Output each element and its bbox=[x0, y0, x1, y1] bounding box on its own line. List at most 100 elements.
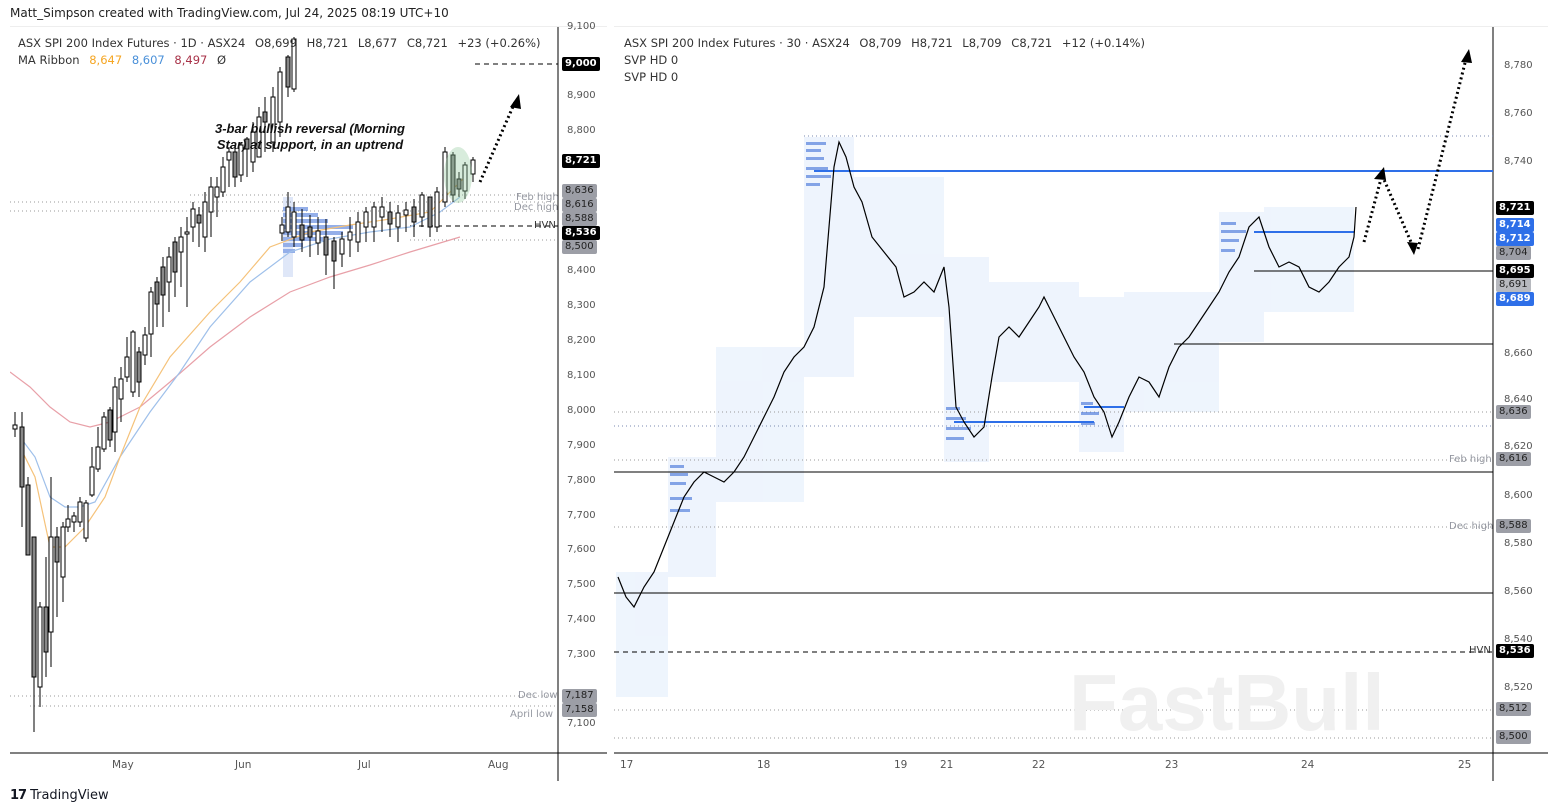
ma-ribbon-label[interactable]: MA Ribbon bbox=[18, 53, 80, 67]
ma-value-3: 8,497 bbox=[174, 53, 208, 67]
price-tag: 8,512 bbox=[1496, 702, 1531, 716]
y-tick: 7,600 bbox=[567, 544, 596, 555]
level-label-feb-high: Feb high bbox=[1449, 454, 1492, 465]
y-tick: 8,000 bbox=[567, 405, 596, 416]
price-tag-april-low: 7,158 bbox=[562, 703, 597, 717]
level-label-hvn: HVN bbox=[534, 220, 556, 231]
price-tag: 8,500 bbox=[1496, 730, 1531, 744]
x-tick: Jun bbox=[235, 759, 252, 771]
daily-open: O8,699 bbox=[254, 36, 297, 50]
price-tag: 8,704 bbox=[1496, 246, 1531, 260]
daily-chart-panel[interactable]: ASX SPI 200 Index Futures · 1D · ASX24 O… bbox=[10, 21, 607, 781]
price-tag: 8,616 bbox=[562, 198, 597, 212]
daily-symbol: ASX SPI 200 Index Futures · 1D · ASX24 bbox=[18, 36, 246, 50]
daily-legend: ASX SPI 200 Index Futures · 1D · ASX24 O… bbox=[18, 35, 541, 69]
price-tag-dec-high: 8,588 bbox=[1496, 519, 1531, 533]
intraday-high: H8,721 bbox=[911, 36, 953, 50]
price-tag: 8,695 bbox=[1496, 264, 1534, 278]
price-tag-last: 8,721 bbox=[562, 154, 600, 168]
x-tick: 21 bbox=[940, 759, 954, 771]
price-tag: 8,714 bbox=[1496, 218, 1534, 232]
daily-high: H8,721 bbox=[306, 36, 349, 50]
y-tick: 7,800 bbox=[567, 475, 596, 486]
chart-credit: Matt_Simpson created with TradingView.co… bbox=[10, 6, 449, 20]
level-label-dec-high: Dec high bbox=[1449, 521, 1494, 532]
tradingview-brand: TradingView bbox=[30, 788, 109, 803]
y-tick: 8,760 bbox=[1504, 108, 1533, 119]
y-tick: 8,300 bbox=[567, 300, 596, 311]
daily-close: C8,721 bbox=[406, 36, 448, 50]
intraday-change: +12 (+0.14%) bbox=[1061, 36, 1145, 50]
price-tag-feb-high: 8,616 bbox=[1496, 452, 1531, 466]
y-tick: 8,640 bbox=[1504, 394, 1533, 405]
price-tag-last: 8,721 bbox=[1496, 201, 1534, 215]
level-label-dec-low: Dec low bbox=[518, 690, 558, 701]
price-tag-hvn: 8,536 bbox=[562, 226, 600, 240]
level-label-feb-high: Feb high bbox=[516, 192, 559, 203]
y-tick: 8,660 bbox=[1504, 348, 1533, 359]
y-tick: 8,400 bbox=[567, 265, 596, 276]
intraday-open: O8,709 bbox=[859, 36, 902, 50]
ma-value-1: 8,647 bbox=[89, 53, 123, 67]
x-tick: 24 bbox=[1301, 759, 1315, 771]
pattern-annotation: 3-bar bullish reversal (Morning Star) at… bbox=[215, 121, 405, 152]
y-tick: 8,520 bbox=[1504, 682, 1533, 693]
price-tag-target: 9,000 bbox=[562, 57, 600, 71]
y-tick: 8,580 bbox=[1504, 538, 1533, 549]
y-tick: 7,400 bbox=[567, 614, 596, 625]
y-tick: 8,620 bbox=[1504, 441, 1533, 452]
intraday-chart-panel[interactable]: ASX SPI 200 Index Futures · 30 · ASX24 O… bbox=[614, 26, 1548, 781]
price-tag: 8,636 bbox=[1496, 405, 1531, 419]
tradingview-logo-icon: 17 bbox=[10, 788, 27, 803]
y-tick: 7,700 bbox=[567, 510, 596, 521]
price-tag: 8,691 bbox=[1496, 278, 1531, 292]
ma-value-2: 8,607 bbox=[131, 53, 165, 67]
svp-indicator-2[interactable]: SVP HD 0 bbox=[624, 70, 679, 84]
y-tick: 9,100 bbox=[567, 21, 596, 32]
y-tick: 8,740 bbox=[1504, 156, 1533, 167]
price-tag-dec-low: 7,187 bbox=[562, 689, 597, 703]
x-tick: 22 bbox=[1032, 759, 1046, 771]
y-tick: 8,600 bbox=[1504, 490, 1533, 501]
y-tick: 8,100 bbox=[567, 370, 596, 381]
y-tick: 8,900 bbox=[567, 90, 596, 101]
x-tick: Aug bbox=[488, 759, 509, 771]
x-tick: 18 bbox=[757, 759, 771, 771]
intraday-legend: ASX SPI 200 Index Futures · 30 · ASX24 O… bbox=[624, 35, 1145, 86]
price-tag: 8,588 bbox=[562, 212, 597, 226]
intraday-symbol: ASX SPI 200 Index Futures · 30 · ASX24 bbox=[624, 36, 850, 50]
y-tick: 8,540 bbox=[1504, 634, 1533, 645]
price-tag: 8,712 bbox=[1496, 232, 1534, 246]
y-tick: 8,800 bbox=[567, 125, 596, 136]
level-label-april-low: April low bbox=[510, 709, 554, 720]
y-tick: 8,200 bbox=[567, 335, 596, 346]
tradingview-footer[interactable]: 17 TradingView bbox=[10, 788, 109, 803]
y-tick: 7,100 bbox=[567, 718, 596, 729]
svp-indicator-1[interactable]: SVP HD 0 bbox=[624, 53, 679, 67]
x-tick: 19 bbox=[894, 759, 908, 771]
x-tick: 17 bbox=[620, 759, 634, 771]
daily-change: +23 (+0.26%) bbox=[457, 36, 541, 50]
daily-chart-canvas[interactable] bbox=[10, 27, 607, 781]
x-tick: May bbox=[112, 759, 134, 771]
level-label-dec-high: Dec high bbox=[514, 202, 559, 213]
y-tick: 7,500 bbox=[567, 579, 596, 590]
intraday-low: L8,709 bbox=[962, 36, 1002, 50]
y-tick: 7,900 bbox=[567, 440, 596, 451]
x-tick: 23 bbox=[1165, 759, 1179, 771]
y-tick: 8,780 bbox=[1504, 60, 1533, 71]
level-label-hvn: HVN bbox=[1469, 645, 1491, 656]
y-tick: 8,560 bbox=[1504, 586, 1533, 597]
daily-low: L8,677 bbox=[357, 36, 398, 50]
watermark: FastBull bbox=[1069, 658, 1385, 747]
x-tick: Jul bbox=[358, 759, 371, 771]
price-tag: 8,500 bbox=[562, 240, 597, 254]
x-tick: 25 bbox=[1458, 759, 1472, 771]
intraday-chart-canvas[interactable] bbox=[614, 27, 1548, 781]
price-tag-hvn: 8,536 bbox=[1496, 644, 1534, 658]
ma-extra: Ø bbox=[217, 53, 227, 67]
price-tag: 8,636 bbox=[562, 184, 597, 198]
price-tag: 8,689 bbox=[1496, 292, 1534, 306]
y-tick: 7,300 bbox=[567, 649, 596, 660]
intraday-close: C8,721 bbox=[1011, 36, 1053, 50]
